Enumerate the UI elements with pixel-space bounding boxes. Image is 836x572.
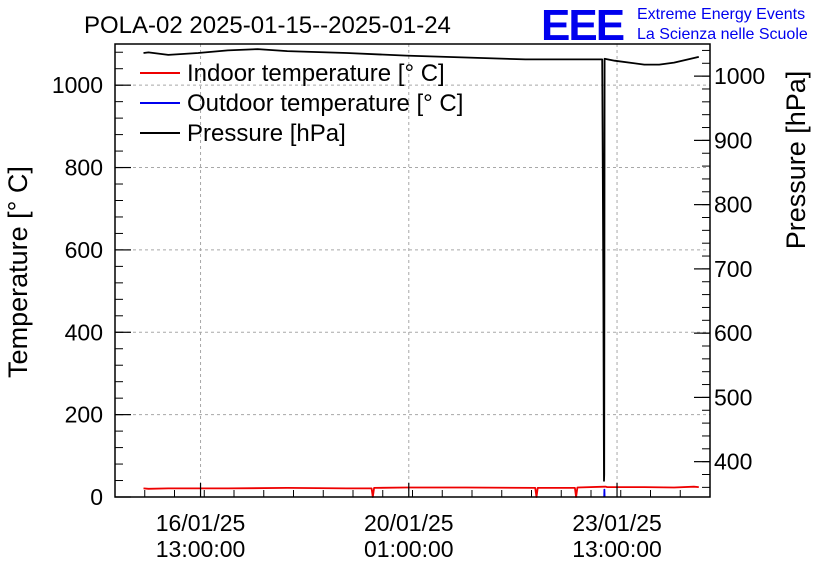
y2-axis-title: Pressure [hPa]	[781, 71, 811, 250]
series	[143, 48, 700, 498]
y2-tick-label: 600	[714, 320, 752, 346]
y-tick-label: 800	[65, 155, 103, 181]
legend: Indoor temperature [° C] Outdoor temperat…	[140, 60, 463, 147]
legend-label-1: Indoor temperature [° C]	[187, 60, 445, 87]
eee-logo: EEE Extreme Energy Events La Scienza nel…	[541, 1, 808, 50]
x-tick-label-date: 23/01/25	[572, 510, 662, 536]
y-axis-title: Temperature [° C]	[3, 166, 33, 378]
x-tick-label-time: 01:00:00	[364, 536, 454, 562]
x-tick-label-date: 16/01/25	[156, 510, 246, 536]
eee-logo-line2: La Scienza nelle Scuole	[637, 26, 808, 43]
eee-logo-mark: EEE	[541, 1, 624, 50]
series-line-3	[143, 48, 700, 482]
y2-tick-label: 500	[714, 384, 752, 410]
y2-tick-label: 800	[714, 192, 752, 218]
y2-tick-label: 1000	[714, 63, 765, 89]
x-tick-label-date: 20/01/25	[364, 510, 454, 536]
y-tick-label: 200	[65, 402, 103, 428]
axes: 16/01/2513:00:0020/01/2501:00:0023/01/25…	[52, 49, 765, 562]
series-line-1	[143, 485, 699, 498]
y2-tick-label: 400	[714, 449, 752, 475]
legend-label-3: Pressure [hPa]	[187, 120, 346, 147]
x-tick-label-time: 13:00:00	[156, 536, 246, 562]
y-tick-label: 1000	[52, 72, 103, 98]
y-tick-label: 400	[65, 319, 103, 345]
y-tick-label: 0	[90, 484, 103, 510]
y2-tick-label: 700	[714, 256, 752, 282]
x-tick-label-time: 13:00:00	[572, 536, 662, 562]
y2-tick-label: 900	[714, 127, 752, 153]
chart-title: POLA-02 2025-01-15--2025-01-24	[84, 12, 451, 39]
y-tick-label: 600	[65, 237, 103, 263]
legend-label-2: Outdoor temperature [° C]	[187, 90, 463, 117]
eee-logo-line1: Extreme Energy Events	[637, 6, 805, 23]
